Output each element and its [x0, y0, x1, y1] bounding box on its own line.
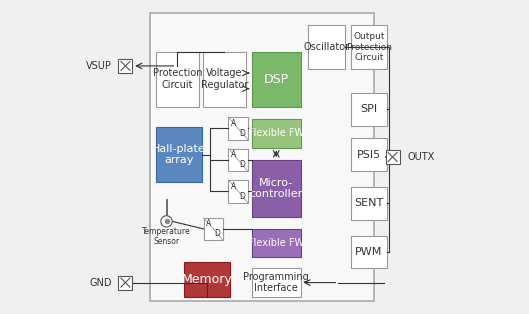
Text: Output
Protection
Circuit: Output Protection Circuit	[346, 32, 392, 62]
Bar	[118, 276, 132, 290]
Bar	[351, 25, 387, 69]
Bar	[351, 187, 387, 220]
Bar	[252, 268, 300, 297]
Bar	[229, 117, 248, 140]
Text: Micro-
controller: Micro- controller	[250, 178, 303, 199]
Circle shape	[161, 216, 172, 227]
Text: Voltage
Regulator: Voltage Regulator	[201, 68, 248, 90]
Text: Oscillator: Oscillator	[304, 42, 350, 52]
Bar	[351, 236, 387, 268]
Bar	[156, 52, 198, 107]
Text: Flexible FW: Flexible FW	[248, 238, 304, 248]
Text: A: A	[206, 219, 212, 228]
Bar	[308, 25, 344, 69]
Bar	[229, 180, 248, 203]
Bar	[204, 218, 223, 240]
Bar	[203, 52, 245, 107]
Text: SPI: SPI	[360, 104, 378, 114]
Text: D: D	[240, 160, 245, 169]
Text: Temperature
Sensor: Temperature Sensor	[142, 227, 191, 246]
Bar	[150, 13, 375, 301]
Bar	[351, 138, 387, 171]
Text: Hall-plate
array: Hall-plate array	[152, 144, 206, 165]
Text: SENT: SENT	[354, 198, 384, 208]
Text: Programming
Interface: Programming Interface	[243, 272, 309, 293]
Bar	[156, 127, 202, 182]
Text: Protection
Circuit: Protection Circuit	[152, 68, 202, 90]
Text: DSP: DSP	[264, 73, 289, 86]
Text: Flexible FW: Flexible FW	[248, 128, 304, 138]
Text: PSI5: PSI5	[357, 150, 381, 160]
Text: PWM: PWM	[355, 247, 382, 257]
Bar	[252, 52, 300, 107]
Bar	[386, 150, 399, 164]
Text: A: A	[231, 119, 236, 128]
Text: D: D	[240, 129, 245, 138]
Text: A: A	[231, 150, 236, 159]
Bar	[185, 262, 230, 297]
Bar	[118, 59, 132, 73]
Text: Memory: Memory	[182, 273, 233, 286]
Text: GND: GND	[90, 278, 112, 288]
Text: OUTX: OUTX	[408, 152, 435, 162]
Bar	[229, 149, 248, 171]
Text: D: D	[215, 230, 221, 238]
Bar	[252, 229, 300, 257]
Text: VSUP: VSUP	[86, 61, 112, 71]
Text: A: A	[231, 182, 236, 191]
Text: D: D	[240, 192, 245, 201]
Bar	[351, 93, 387, 126]
Bar	[252, 119, 300, 148]
Bar	[252, 160, 300, 217]
